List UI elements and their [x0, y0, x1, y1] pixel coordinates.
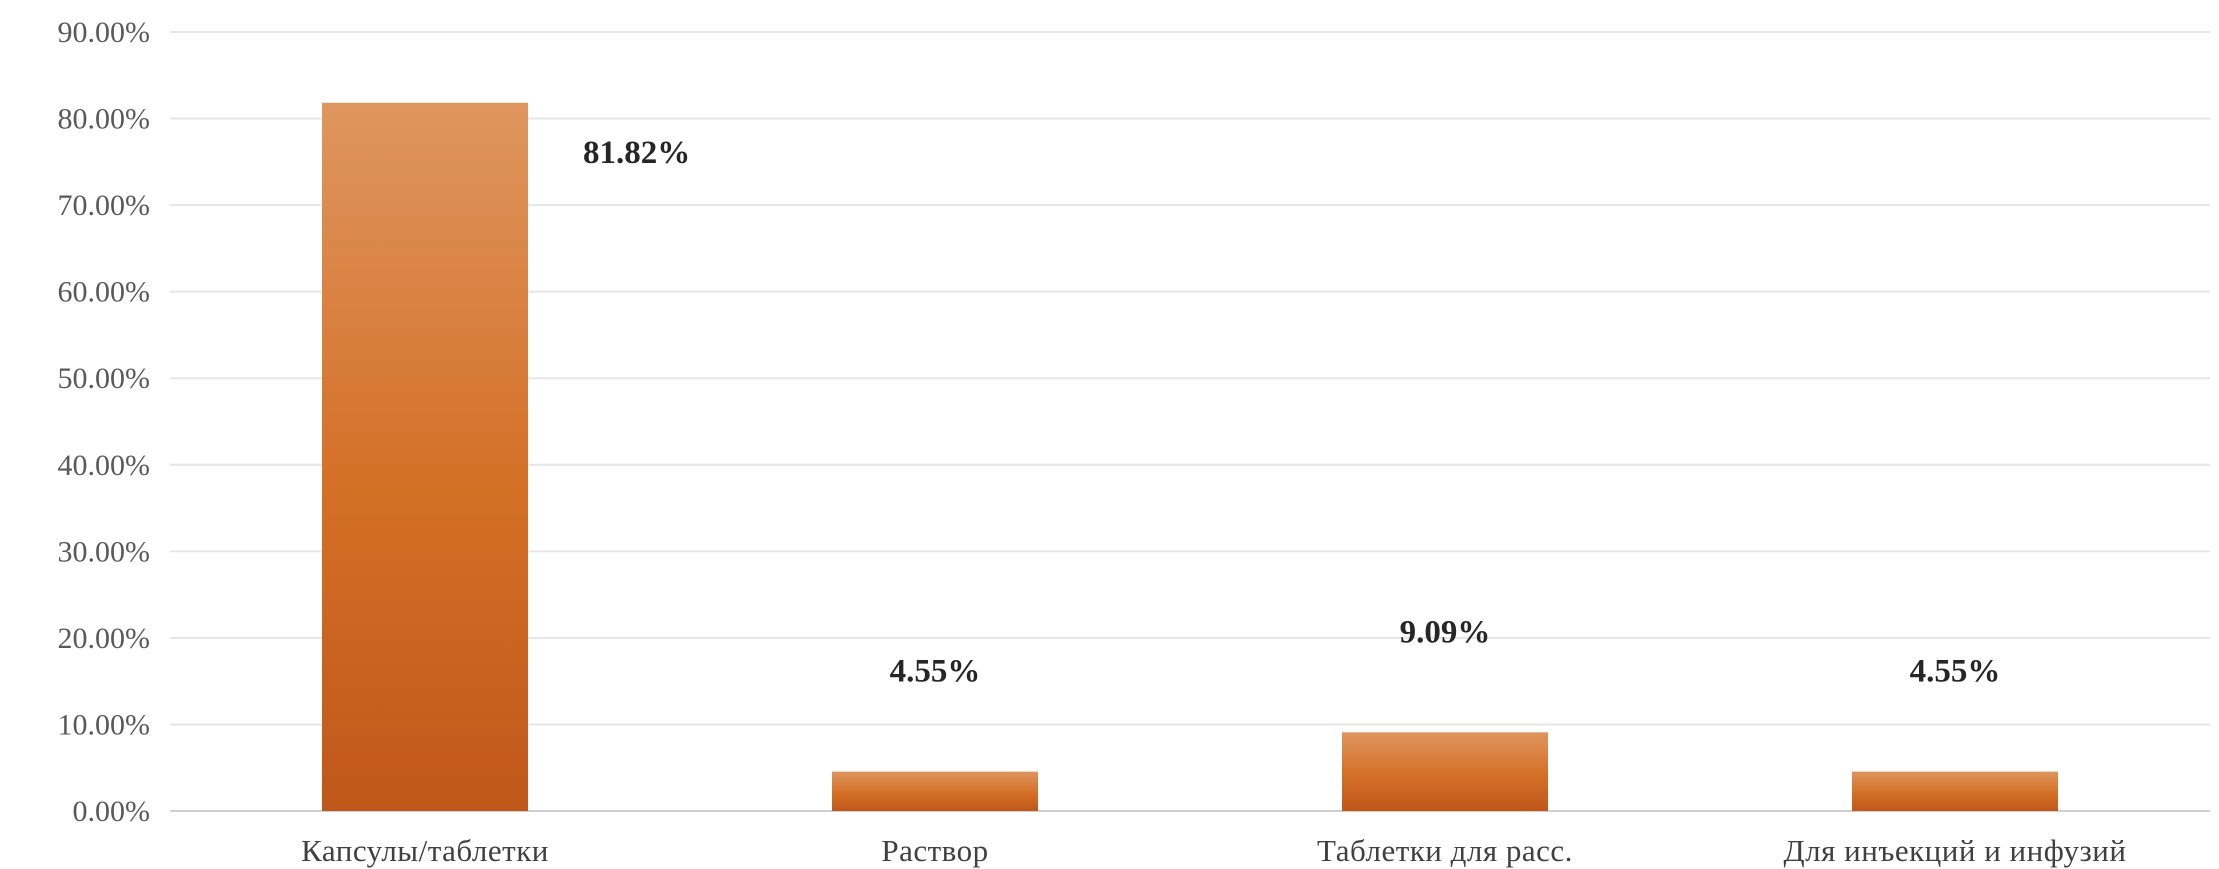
bar [1852, 771, 2058, 811]
y-tick-label: 20.00% [58, 622, 151, 655]
data-label: 81.82% [583, 135, 690, 171]
x-axis-category-labels: Капсулы/таблетки Раствор Таблетки для расс… [301, 833, 2126, 868]
bars [322, 102, 2058, 812]
data-label: 4.55% [890, 654, 981, 690]
y-tick-label: 80.00% [58, 103, 151, 136]
y-tick-label: 30.00% [58, 535, 151, 568]
category-label: Раствор [881, 833, 988, 868]
bar [1342, 732, 1548, 811]
category-label: Капсулы/таблетки [301, 833, 549, 868]
y-axis-tick-labels: 0.00% 10.00% 20.00% 30.00% 40.00% 50.00% 60.00… [58, 16, 151, 828]
data-label: 4.55% [1910, 654, 2001, 690]
category-label: Таблетки для расс. [1317, 833, 1573, 868]
y-tick-label: 90.00% [58, 16, 151, 49]
y-tick-label: 60.00% [58, 276, 151, 309]
bar [322, 102, 528, 812]
y-tick-label: 0.00% [73, 795, 151, 828]
data-label: 9.09% [1400, 614, 1491, 650]
y-tick-label: 40.00% [58, 449, 151, 482]
y-tick-label: 70.00% [58, 189, 151, 222]
category-label: Для инъекций и инфузий [1784, 833, 2127, 868]
y-tick-label: 10.00% [58, 708, 151, 741]
bar [832, 771, 1038, 811]
data-labels: 81.82% 4.55% 9.09% 4.55% [583, 135, 2000, 690]
y-tick-label: 50.00% [58, 362, 151, 395]
